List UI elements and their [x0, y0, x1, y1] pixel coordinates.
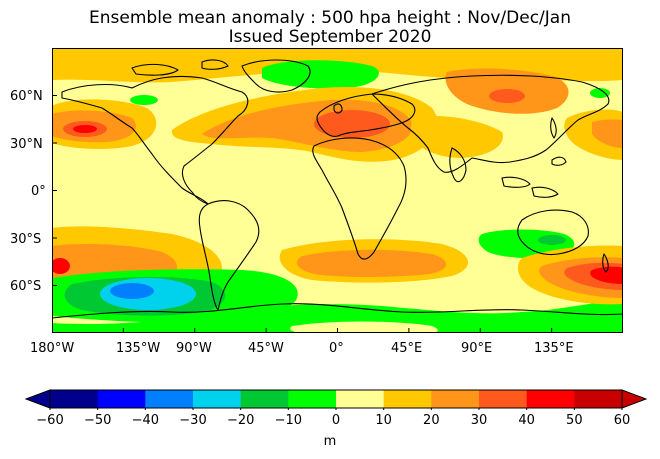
- lat-tick-label: 30°S: [10, 232, 42, 247]
- colorbar-swatch: [50, 390, 99, 408]
- map-title: Ensemble mean anomaly : 500 hpa height :…: [89, 8, 571, 28]
- anomaly-map: [52, 48, 623, 333]
- lon-tick-label: 180°W: [30, 341, 75, 356]
- lat-tick-label: 30°N: [10, 137, 43, 152]
- colorbar-swatch: [193, 390, 242, 408]
- lon-tick-label: 135°E: [534, 341, 574, 356]
- colorbar: [20, 388, 660, 410]
- southern-ocean-negative-anomaly: [52, 300, 623, 333]
- north-pacific-positive-anomaly: [52, 99, 157, 150]
- coastlines: [52, 59, 623, 319]
- south-atlantic-positive-anomaly: [279, 239, 469, 283]
- colorbar-level-label: −50: [83, 413, 112, 428]
- colorbar-swatch: [383, 390, 432, 408]
- colorbar-level-label: −40: [131, 413, 160, 428]
- colorbar-level-label: −20: [226, 413, 255, 428]
- ne-pacific-positive-anomaly: [564, 109, 623, 160]
- colorbar-level-label: 60: [613, 413, 631, 428]
- south-pacific-negative-anomaly: [52, 226, 298, 323]
- lon-tick-label: 135°W: [116, 341, 161, 356]
- colorbar-level-label: −10: [274, 413, 303, 428]
- lon-tick-label: 45°W: [248, 341, 284, 356]
- colorbar-svg: [24, 389, 648, 410]
- siberia-positive-anomaly: [410, 68, 610, 158]
- colorbar-level-label: 40: [518, 413, 535, 428]
- lon-tick-label: 45°E: [391, 341, 423, 356]
- axis-tick-marks: [52, 95, 553, 333]
- colorbar-swatch: [479, 390, 528, 408]
- colorbar-swatch: [574, 390, 623, 408]
- greenland-negative-anomaly: [130, 60, 379, 105]
- lon-tick-label: 90°W: [176, 341, 212, 356]
- colorbar-level-label: 30: [470, 413, 488, 428]
- colorbar-swatch: [240, 390, 289, 408]
- colorbar-level-label: −60: [36, 413, 64, 428]
- colorbar-swatch: [336, 390, 385, 408]
- tasman-positive-anomaly: [517, 245, 623, 305]
- colorbar-swatch: [145, 390, 194, 408]
- colorbar-level-label: 0: [331, 413, 341, 428]
- colorbar-extend-low: [24, 389, 51, 409]
- anomaly-map-svg: [52, 48, 623, 333]
- lat-tick-label: 60°N: [10, 89, 43, 104]
- colorbar-swatch: [288, 390, 337, 408]
- colorbar-swatch: [97, 390, 146, 408]
- colorbar-level-label: 50: [566, 413, 583, 428]
- lon-tick-label: 90°E: [461, 341, 493, 356]
- colorbar-level-label: 10: [375, 413, 392, 428]
- lat-tick-label: 0°: [31, 184, 46, 199]
- colorbar-swatch: [526, 390, 575, 408]
- colorbar-units: m: [323, 434, 337, 449]
- colorbar-level-label: 20: [423, 413, 440, 428]
- lat-tick-label: 60°S: [10, 279, 42, 294]
- lon-tick-label: 0°: [329, 341, 344, 356]
- map-subtitle: Issued September 2020: [228, 27, 432, 47]
- colorbar-swatch: [431, 390, 480, 408]
- colorbar-extend-high: [621, 389, 648, 409]
- colorbar-level-label: −30: [179, 413, 207, 428]
